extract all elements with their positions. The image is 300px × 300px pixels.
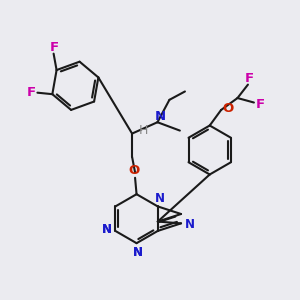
Text: N: N bbox=[101, 223, 111, 236]
Text: N: N bbox=[154, 110, 165, 123]
Text: N: N bbox=[133, 246, 143, 259]
Text: F: F bbox=[26, 85, 35, 99]
Text: O: O bbox=[222, 102, 233, 115]
Text: F: F bbox=[50, 40, 59, 54]
Text: N: N bbox=[101, 223, 111, 236]
Text: N: N bbox=[155, 192, 165, 205]
Text: N: N bbox=[185, 218, 195, 231]
Text: N: N bbox=[101, 223, 111, 236]
Text: F: F bbox=[245, 71, 254, 85]
Text: N: N bbox=[133, 246, 143, 259]
Text: F: F bbox=[256, 98, 265, 111]
Text: N: N bbox=[133, 246, 143, 259]
Text: H: H bbox=[139, 124, 148, 137]
Text: O: O bbox=[128, 164, 139, 177]
